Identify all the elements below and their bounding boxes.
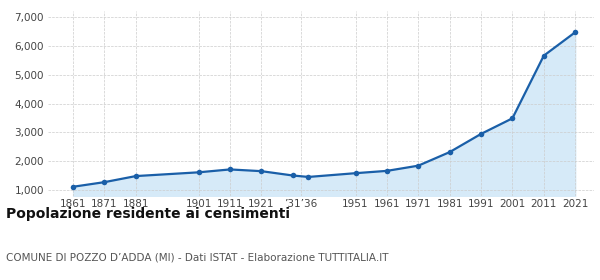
Text: COMUNE DI POZZO D’ADDA (MI) - Dati ISTAT - Elaborazione TUTTITALIA.IT: COMUNE DI POZZO D’ADDA (MI) - Dati ISTAT… (6, 252, 389, 262)
Text: Popolazione residente ai censimenti: Popolazione residente ai censimenti (6, 207, 290, 221)
